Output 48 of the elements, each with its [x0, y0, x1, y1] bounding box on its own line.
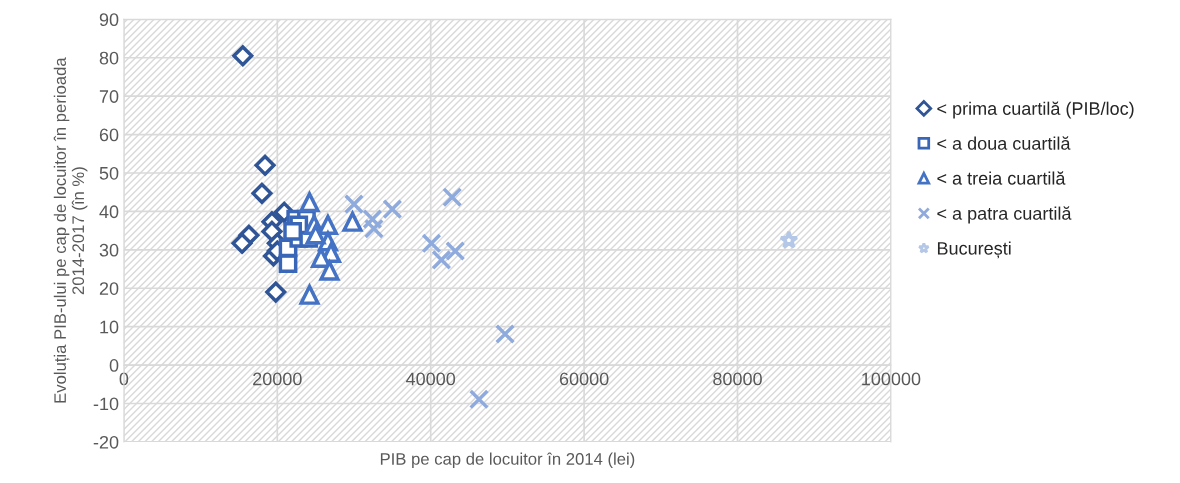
- x-tick-label: 60000: [559, 372, 609, 386]
- point: [251, 182, 273, 204]
- x-tick-label: 80000: [713, 372, 762, 386]
- point: [445, 240, 466, 262]
- x-tick-label: 100000: [862, 372, 921, 386]
- y-tick-label: 90: [99, 13, 119, 27]
- point: [299, 192, 320, 213]
- y-tick-label: -10: [93, 397, 119, 411]
- y-tick-label: -20: [93, 435, 119, 449]
- x-axis-title: PIB pe cap de locuitor în 2014 (lei): [380, 452, 635, 469]
- legend-label: < a patra cuartilă: [937, 206, 1072, 224]
- point: [305, 224, 326, 245]
- legend-label: < prima cuartilă (PIB/loc): [937, 101, 1134, 119]
- x-tick-label: 40000: [406, 372, 456, 386]
- point: [421, 233, 442, 254]
- legend-label: < a doua cuartilă: [937, 136, 1071, 150]
- y-tick-label: 50: [99, 166, 119, 180]
- y-tick-label: 70: [99, 90, 119, 103]
- y-tick-label: 20: [99, 282, 119, 295]
- point: [363, 218, 385, 239]
- point: [265, 281, 287, 303]
- point: [232, 45, 254, 67]
- point: [468, 389, 490, 410]
- point: [231, 232, 253, 254]
- y-axis-title: Evoluția PIB-ului pe cap de locuitor în perioada 2014-2017 (în %): [53, 57, 88, 403]
- point: [343, 194, 365, 215]
- y-tick-label: 40: [99, 205, 119, 219]
- point: [317, 212, 339, 235]
- y-tick-label: 80: [99, 51, 119, 65]
- point: [254, 154, 276, 176]
- y-tick-label: 30: [99, 243, 119, 257]
- legend-label: București: [937, 241, 1011, 259]
- point: [779, 230, 799, 249]
- y-tick-label: 10: [100, 320, 119, 334]
- point: [382, 199, 403, 220]
- y-tick-label: 0: [109, 359, 119, 372]
- point: [495, 323, 516, 345]
- point: [341, 209, 364, 232]
- y-tick-label: 60: [99, 128, 119, 142]
- x-tick-label: 0: [119, 372, 129, 386]
- point: [298, 282, 321, 305]
- legend-label: < a treia cuartilă: [937, 171, 1066, 185]
- point: [442, 187, 463, 208]
- x-tick-label: 20000: [253, 372, 302, 386]
- point: [362, 209, 383, 230]
- point: [431, 249, 452, 270]
- point: [283, 222, 303, 241]
- point: [318, 258, 341, 281]
